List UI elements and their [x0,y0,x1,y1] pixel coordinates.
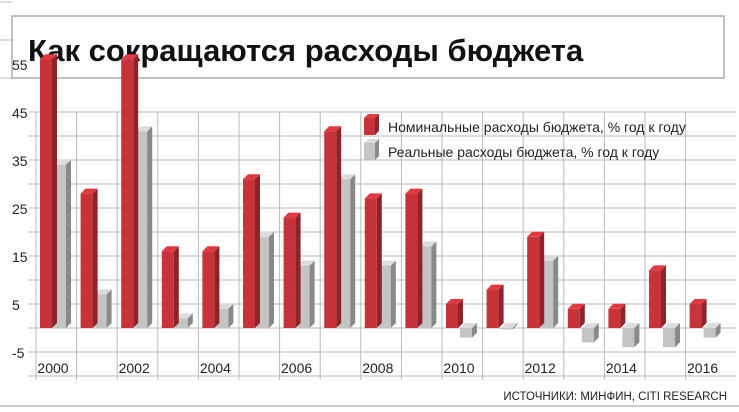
y-tick-label: -5 [12,345,25,361]
x-tick-label: 2000 [37,360,68,376]
bar-nominal-2009 [405,188,423,328]
y-axis-ticks: 55 45 35 25 15 5 -5 [12,57,28,361]
bar-real-2014 [622,323,640,348]
x-tick-label: 2016 [687,360,718,376]
y-tick-label: 55 [12,57,28,73]
x-tick-label: 2010 [443,360,474,376]
bar-real-2013 [581,323,599,343]
x-axis-ticks: 2000 2002 2004 2006 2008 2010 2012 2014 2016 [37,360,718,376]
y-tick-label: 45 [12,105,28,121]
bar-nominal-2016 [689,299,707,328]
bar-real-2011 [500,323,518,330]
legend-label: Реальные расходы бюджета, % год к году [388,144,659,160]
bar-nominal-2015 [649,265,666,328]
bars [40,54,721,348]
source-note: ИСТОЧНИКИ: МИНФИН, CITI RESEARCH [503,391,727,403]
bar-nominal-2008 [364,193,382,328]
bar-real-2003 [175,313,193,328]
bar-nominal-2012 [527,231,545,328]
bar-nominal-2004 [202,246,220,328]
bar-nominal-2000 [40,54,57,328]
y-tick-label: 5 [12,297,20,313]
chart-title: Как сокращаются расходы бюджета [28,33,584,68]
x-tick-label: 2004 [200,360,231,376]
bar-nominal-2007 [324,126,342,328]
legend-swatch [364,114,379,135]
bar-nominal-2010 [446,299,463,328]
x-tick-label: 2014 [606,360,637,376]
bar-real-2010 [460,323,477,338]
bar-nominal-2011 [486,284,504,328]
bar-nominal-2014 [608,303,626,328]
bar-real-2004 [216,303,234,328]
legend: Номинальные расходы бюджета, % год к год… [364,114,686,160]
y-tick-label: 35 [12,153,28,169]
bar-nominal-2005 [243,174,260,328]
legend-swatch [364,139,379,160]
x-tick-label: 2002 [119,360,150,376]
bar-nominal-2003 [161,246,179,328]
bar-nominal-2001 [80,188,98,328]
bar-nominal-2006 [283,212,301,328]
x-tick-label: 2006 [281,360,312,376]
x-tick-label: 2012 [525,360,556,376]
x-tick-label: 2008 [362,360,393,376]
bar-nominal-2002 [121,54,139,328]
y-tick-label: 15 [12,249,28,265]
bar-nominal-2013 [567,303,585,328]
bar-real-2016 [703,323,721,338]
legend-label: Номинальные расходы бюджета, % год к год… [388,119,686,135]
bar-real-2015 [663,323,680,348]
y-tick-label: 25 [12,201,28,217]
